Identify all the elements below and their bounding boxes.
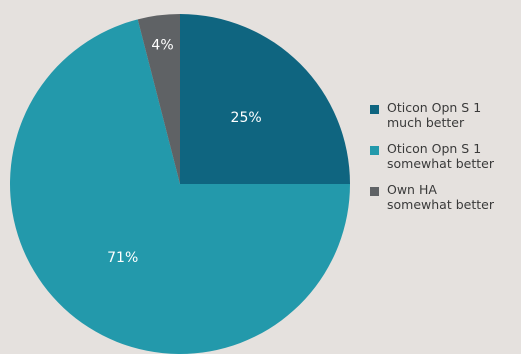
pie-slice-label-1: 71% [107,250,138,266]
legend-label-line: somewhat better [387,156,494,171]
legend-item-0: Oticon Opn S 1 much better [370,100,520,130]
legend-label-line: Own HA [387,182,437,197]
pie-slice-1 [10,19,350,354]
legend-swatch-2 [370,187,379,196]
legend-item-1: Oticon Opn S 1 somewhat better [370,141,520,171]
legend-label-line: much better [387,115,465,130]
pie-slice-label-2: 4% [151,38,173,54]
legend-item-2: Own HA somewhat better [370,182,520,212]
pie-slice-2 [137,14,180,184]
legend-swatch-1 [370,146,379,155]
pie-slice-label-0: 25% [231,110,262,126]
legend-label-line: Oticon Opn S 1 [387,100,482,115]
legend-swatch-0 [370,105,379,114]
legend-label-2: Own HA somewhat better [387,182,494,212]
legend-label-line: Oticon Opn S 1 [387,141,482,156]
legend-label-line: somewhat better [387,197,494,212]
pie-chart-svg: 25% 71% 4% [10,14,350,354]
legend-label-1: Oticon Opn S 1 somewhat better [387,141,494,171]
legend-label-0: Oticon Opn S 1 much better [387,100,481,130]
pie-slice-0 [180,14,350,184]
